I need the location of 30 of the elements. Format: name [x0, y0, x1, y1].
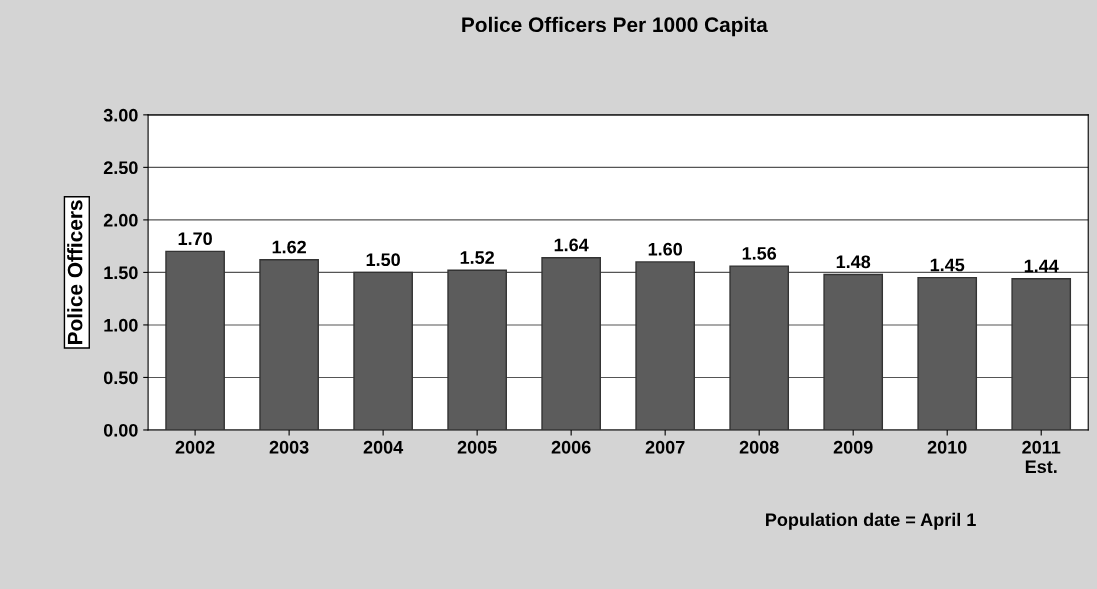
y-axis-title: Police Officers	[67, 200, 83, 344]
y-tick-label: 1.00	[104, 318, 138, 332]
x-tick-label: 2009	[833, 440, 873, 454]
y-tick-label: 0.50	[103, 371, 138, 385]
x-tick-label: 2008	[739, 440, 779, 454]
x-tick-label: 2007	[645, 440, 685, 454]
y-tick-label: 3.00	[103, 108, 138, 122]
data-label: 1.52	[460, 251, 494, 264]
data-label: 1.56	[742, 246, 777, 260]
x-tick-label: 2003	[269, 440, 309, 454]
data-label: 1.70	[178, 232, 212, 246]
y-tick-label: 1.50	[104, 266, 138, 280]
x-tick-label: 2005	[457, 440, 497, 454]
x-tick-label: 2010	[927, 440, 967, 454]
data-label: 1.62	[272, 240, 306, 254]
x-tick-label: 2011 Est.	[1022, 440, 1061, 474]
data-label: 1.60	[648, 242, 682, 256]
x-tick-label: 2002	[175, 440, 215, 454]
x-tick-label: 2006	[551, 440, 591, 454]
y-tick-label: 2.00	[103, 213, 138, 227]
x-tick-label: 2004	[363, 440, 404, 454]
data-label: 1.48	[836, 255, 871, 269]
y-tick-label: 2.50	[103, 161, 138, 175]
data-label: 1.45	[930, 258, 965, 272]
data-label: 1.50	[366, 253, 400, 267]
data-label: 1.44	[1024, 259, 1059, 273]
text: Population date = April 1	[766, 512, 976, 530]
chart-title: Police Officers Per 1000 Capita	[462, 16, 768, 37]
y-tick-label: 0.00	[103, 423, 138, 437]
data-label: 1.64	[554, 238, 589, 252]
